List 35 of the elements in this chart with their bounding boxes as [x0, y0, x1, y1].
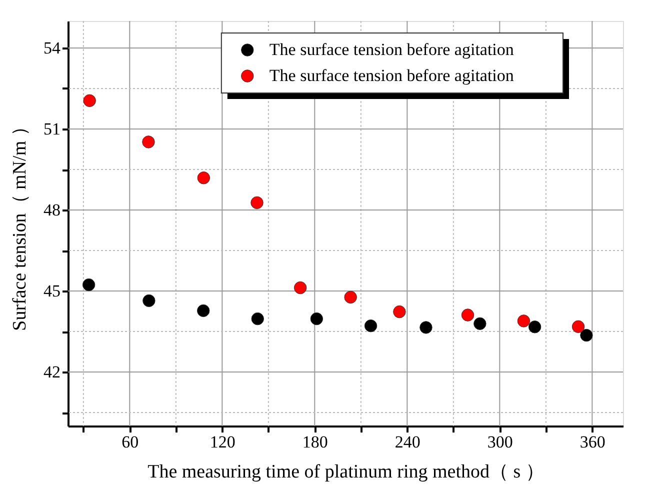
point — [364, 319, 378, 332]
x-axis-title: The measuring time of platinum ring method（ s ） — [148, 462, 544, 482]
point — [82, 278, 96, 292]
x-tick-label: 300 — [487, 432, 513, 452]
point — [344, 290, 357, 304]
point — [142, 294, 156, 308]
point — [420, 321, 432, 334]
point — [572, 320, 585, 333]
point — [294, 281, 307, 294]
y-tick-label: 42 — [44, 362, 60, 382]
point — [474, 317, 486, 330]
y-tick-label: 51 — [44, 120, 60, 138]
point — [250, 196, 264, 210]
x-tick-label: 360 — [580, 432, 606, 452]
y-tick-label: 54 — [44, 38, 61, 58]
point — [461, 308, 474, 322]
x-tick-label: 240 — [394, 432, 420, 452]
legend-label: The surface tension before agitation — [269, 40, 514, 59]
x-tick-label: 180 — [302, 432, 328, 452]
point — [310, 312, 324, 326]
point — [517, 314, 530, 328]
point — [142, 136, 155, 148]
point — [83, 94, 96, 108]
legend-label: The surface tension before agitation — [269, 66, 514, 85]
point — [197, 172, 210, 184]
x-tick-label: 60 — [122, 432, 139, 452]
point — [528, 320, 542, 334]
y-axis-title: Surface tension（ mN/m ） — [10, 117, 30, 331]
x-tick-label: 120 — [210, 432, 236, 452]
point — [196, 304, 210, 318]
y-tick-label: 45 — [44, 282, 60, 300]
y-tick-label: 48 — [44, 200, 60, 220]
point — [580, 328, 593, 342]
point — [393, 305, 406, 318]
point — [251, 312, 264, 326]
